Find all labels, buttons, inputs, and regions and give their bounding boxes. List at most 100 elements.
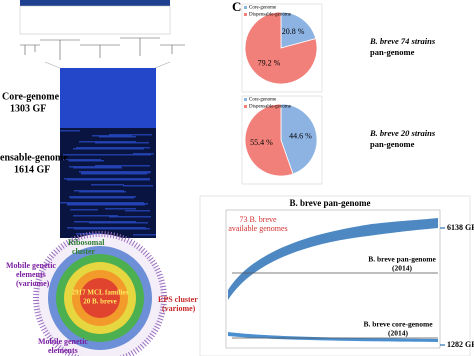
circos-center: 20 B. breve (83, 298, 117, 306)
streak (74, 228, 150, 230)
streak (76, 147, 150, 149)
value-label: 44.6 % (289, 131, 312, 140)
mobile-label: Mobile genetic (6, 261, 56, 270)
pies: 20.8 % 79.2 % Core-genome Dispensable-genom… (241, 3, 436, 185)
core-curve (228, 332, 438, 342)
plot-title: B. breve pan-genome (289, 198, 370, 208)
legend-label: Dispensable-genome (249, 105, 292, 110)
pie-slice (280, 103, 318, 175)
streak (99, 136, 136, 138)
streak (67, 179, 150, 181)
panel-label: C (232, 0, 241, 14)
streak (133, 153, 154, 155)
core-ref: B. breve core-genome (363, 320, 433, 329)
core-count: 1282 GF (447, 340, 474, 349)
value-label: 79.2 % (258, 59, 281, 68)
streak (91, 184, 124, 186)
heatmap-panel: Core-genome 1303 GF ensable-genome 1614 … (0, 0, 185, 238)
mobile-label: Mobile genetic (38, 337, 88, 346)
pan-curve (228, 218, 438, 300)
streak (74, 190, 124, 192)
label-strip (19, 5, 171, 35)
legend-swatch (244, 105, 247, 108)
pie-title: B. breve 20 strains (369, 128, 436, 138)
streak (70, 197, 134, 199)
streak (69, 166, 121, 168)
mobile-label: (variome) (16, 279, 50, 288)
streak (63, 159, 101, 161)
streak (67, 204, 145, 206)
core-ref: (2014) (388, 329, 408, 338)
streak (81, 172, 150, 174)
streak (70, 209, 98, 211)
circos-center: 2917 MCL families (72, 289, 129, 297)
core-count: 1303 GF (10, 103, 46, 114)
streak (79, 191, 126, 193)
streak (109, 216, 151, 218)
value-label: 55.4 % (250, 138, 273, 147)
pan-count: 6138 GF (447, 223, 474, 232)
streak (73, 148, 144, 150)
pan-plot: B. breve pan-genome 73 B. breve availabl… (199, 195, 474, 356)
eps-label: EPS cluster (158, 295, 198, 304)
mobile-label: elements (48, 346, 78, 355)
streak (67, 227, 146, 229)
streak (73, 215, 118, 217)
legend-swatch (244, 13, 247, 16)
zoom-lines (44, 61, 171, 69)
ribosomal-label: cluster (72, 247, 96, 256)
streak (69, 196, 136, 198)
streak (67, 203, 148, 205)
annotation: available genomes (228, 224, 287, 233)
streak (79, 171, 151, 173)
annotation: 73 B. breve (239, 215, 277, 224)
pan-ref: B. breve pan-genome (368, 255, 436, 264)
pie-slice (244, 103, 294, 177)
heatmap-core (60, 68, 156, 128)
dispensable-label: ensable-genome (0, 152, 68, 163)
pie-title: pan-genome (370, 139, 415, 149)
streak (60, 202, 144, 204)
pan-ref: (2014) (392, 264, 412, 273)
streak (89, 222, 148, 224)
streak (60, 130, 80, 132)
streak (123, 185, 153, 187)
streak (105, 208, 136, 210)
streak (79, 141, 136, 143)
pie-title: B. breve 74 strains (369, 36, 436, 46)
streak (76, 233, 102, 235)
pie-slice (244, 11, 318, 85)
legend-swatch (244, 98, 247, 101)
streak (74, 221, 136, 223)
streak (73, 167, 122, 169)
streak (95, 165, 150, 167)
dendrogram (20, 37, 185, 60)
streak (133, 234, 156, 236)
streak (95, 142, 149, 144)
mobile-label: elements (16, 270, 46, 279)
pie-slice (280, 11, 317, 49)
legend-swatch (244, 6, 247, 9)
streak (63, 154, 151, 156)
streak (69, 160, 104, 162)
streak (64, 178, 150, 180)
ribosomal-label: Ribosomal (68, 238, 105, 247)
pie-title: pan-genome (370, 47, 415, 57)
core-label: Core-genome (2, 91, 60, 102)
ring (80, 278, 120, 318)
legend-label: Core-genome (249, 98, 277, 103)
heatmap-streaks (60, 130, 156, 236)
value-label: 20.8 % (282, 27, 305, 36)
streak (109, 134, 152, 136)
eps-label: (variome) (162, 304, 196, 313)
legend-label: Core-genome (249, 6, 277, 11)
streak (92, 135, 132, 137)
axes (225, 209, 441, 349)
dispensable-count: 1614 GF (14, 164, 50, 175)
streak (125, 210, 150, 212)
legend-label: Dispensable-genome (249, 13, 292, 18)
color-key (20, 0, 170, 6)
streak (81, 173, 147, 175)
circos: 2917 MCL families 20 B. breve Ribosomal … (6, 231, 198, 356)
